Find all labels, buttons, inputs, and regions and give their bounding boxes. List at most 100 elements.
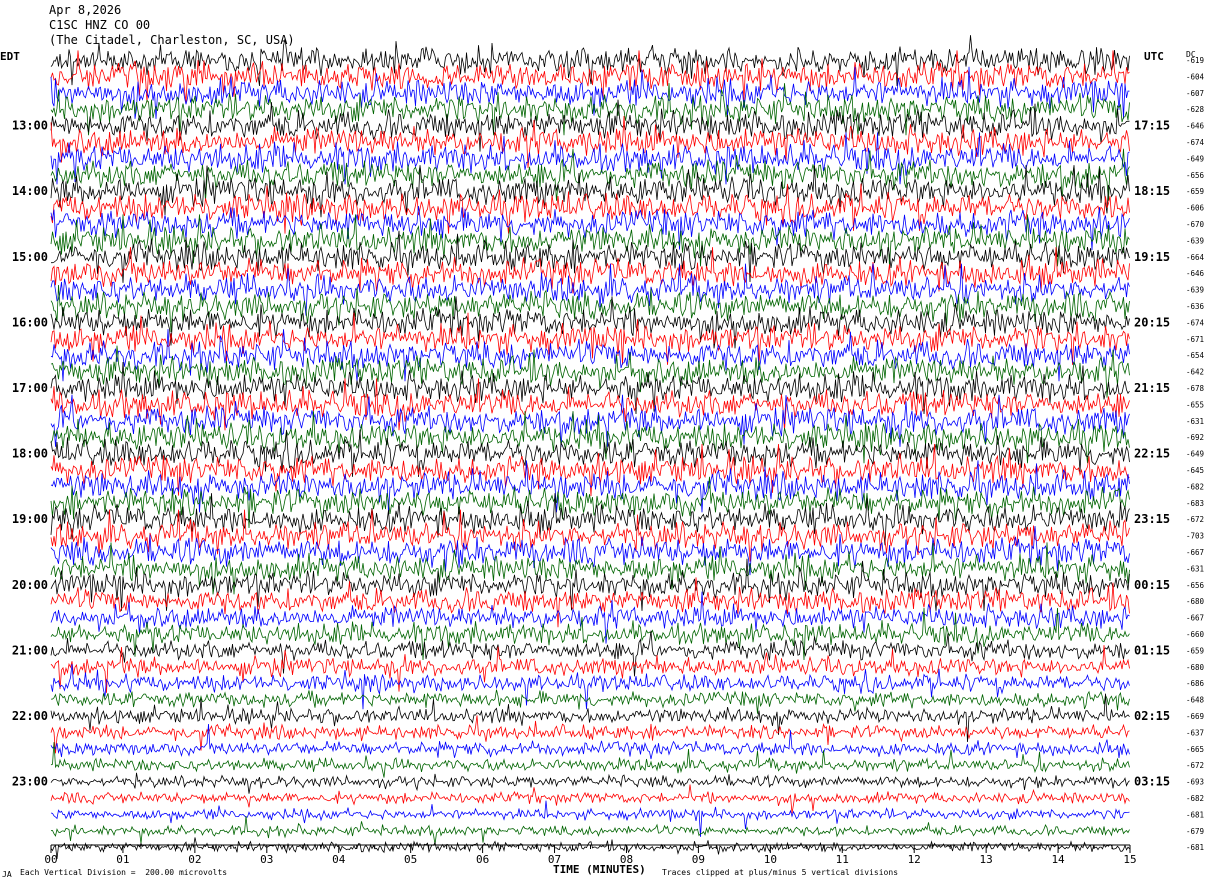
dc-offset-label: -619 xyxy=(1186,56,1204,65)
dc-offset-label: -680 xyxy=(1186,663,1205,672)
dc-offset-label: -637 xyxy=(1186,728,1204,737)
utc-hour-label: 19:15 xyxy=(1134,250,1170,264)
trace-row-12 xyxy=(51,230,1130,283)
date-label: Apr 8,2026 xyxy=(49,3,122,17)
station-label: (The Citadel, Charleston, SC, USA) xyxy=(49,33,295,47)
dc-offset-label: -659 xyxy=(1186,187,1204,196)
dc-offset-label: -674 xyxy=(1186,138,1205,147)
edt-hour-label: 23:00 xyxy=(12,775,48,789)
trace-row-39 xyxy=(51,689,1130,714)
dc-offset-label: -631 xyxy=(1186,417,1204,426)
trace-row-36 xyxy=(50,630,1130,677)
x-axis: 00 01 02 03 04 05 06 07 08 09 10 11 12 13 14 15 xyxy=(44,844,1137,866)
dc-offset-label: -645 xyxy=(1186,466,1204,475)
utc-hour-label: 23:15 xyxy=(1134,512,1170,526)
utc-hour-label: 01:15 xyxy=(1134,643,1170,657)
trace-row-29 xyxy=(50,509,1130,562)
dc-offset-label: -604 xyxy=(1186,72,1205,81)
trace-row-22 xyxy=(50,394,1130,447)
trace-row-40 xyxy=(50,693,1130,743)
dc-offset-label: -672 xyxy=(1186,515,1204,524)
edt-hour-label: 13:00 xyxy=(12,119,48,133)
dc-offset-label: -636 xyxy=(1186,302,1205,311)
dc-offset-label: -646 xyxy=(1186,122,1205,131)
x-axis-title: TIME (MINUTES) xyxy=(553,863,646,876)
dc-offset-label: -682 xyxy=(1186,794,1204,803)
utc-hour-label: 20:15 xyxy=(1134,315,1170,329)
trace-row-8 xyxy=(50,165,1130,218)
x-tick-label: 01 xyxy=(116,853,129,866)
dc-offset-label: -655 xyxy=(1186,400,1204,409)
edt-hour-label: 20:00 xyxy=(12,578,48,592)
dc-offset-label: -649 xyxy=(1186,450,1204,459)
trace-row-16 xyxy=(50,296,1130,349)
trace-row-19 xyxy=(50,345,1130,398)
scale-note: Each Vertical Division = 200.00 microvol… xyxy=(20,868,228,877)
channel-label: C1SC HNZ CO 00 xyxy=(49,18,151,32)
edt-hour-label: 18:00 xyxy=(12,447,48,461)
trace-row-20 xyxy=(50,361,1130,415)
dc-offset-label: -670 xyxy=(1186,220,1205,229)
edt-hour-label: 14:00 xyxy=(12,184,48,198)
trace-row-32 xyxy=(50,558,1130,611)
x-tick-label: 14 xyxy=(1051,853,1065,866)
dc-header: DC xyxy=(1186,50,1196,59)
trace-row-5 xyxy=(50,115,1130,169)
utc-hour-label: 02:15 xyxy=(1134,709,1170,723)
trace-row-25 xyxy=(50,443,1130,497)
edt-hour-label: 17:00 xyxy=(12,381,48,395)
trace-row-15 xyxy=(50,284,1130,333)
trace-row-9 xyxy=(50,183,1130,234)
edt-label: EDT xyxy=(0,50,20,63)
dc-offset-label: -674 xyxy=(1186,318,1205,327)
dc-offset-label: -665 xyxy=(1186,745,1204,754)
trace-row-4 xyxy=(50,99,1130,152)
trace-row-45 xyxy=(50,784,1130,814)
dc-offset-label: -656 xyxy=(1186,171,1205,180)
dc-offset-label: -667 xyxy=(1186,548,1204,557)
trace-row-6 xyxy=(50,132,1130,185)
trace-row-46 xyxy=(50,800,1130,837)
dc-offset-label: -667 xyxy=(1186,614,1204,623)
x-tick-label: 12 xyxy=(908,853,921,866)
dc-offset-label: -672 xyxy=(1186,761,1204,770)
clip-note: Traces clipped at plus/minus 5 vertical … xyxy=(662,868,899,877)
trace-row-42 xyxy=(50,723,1130,760)
utc-hour-label: 03:15 xyxy=(1134,775,1170,789)
dc-offset-label: -639 xyxy=(1186,236,1204,245)
x-tick-label: 09 xyxy=(692,853,705,866)
x-tick-label: 05 xyxy=(404,853,417,866)
utc-hour-label: 18:15 xyxy=(1134,184,1170,198)
trace-row-38 xyxy=(50,663,1130,710)
x-tick-label: 00 xyxy=(44,853,57,866)
trace-row-13 xyxy=(50,247,1130,294)
x-tick-label: 11 xyxy=(836,853,849,866)
trace-row-43 xyxy=(50,742,1130,778)
utc-hour-label: 22:15 xyxy=(1134,447,1170,461)
trace-row-2 xyxy=(50,66,1130,119)
trace-row-23 xyxy=(50,411,1130,464)
trace-row-17 xyxy=(50,312,1130,365)
dc-offset-label: -681 xyxy=(1186,843,1204,852)
dc-offset-label: -692 xyxy=(1186,433,1204,442)
edt-hour-label: 22:00 xyxy=(12,709,48,723)
trace-row-30 xyxy=(50,525,1130,576)
x-tick-label: 02 xyxy=(188,853,201,866)
trace-row-33 xyxy=(50,577,1130,628)
x-tick-label: 08 xyxy=(620,853,633,866)
trace-row-44 xyxy=(50,772,1130,794)
seismic-traces xyxy=(50,35,1130,859)
dc-offset-label: -664 xyxy=(1186,253,1205,262)
dc-offset-label: -628 xyxy=(1186,105,1205,114)
edt-hour-label: 19:00 xyxy=(12,512,48,526)
trace-row-3 xyxy=(50,83,1130,136)
x-tick-label: 15 xyxy=(1123,853,1136,866)
hour-labels: 13:00 17:15 14:00 18:15 15:00 19:15 16:00 20:15… xyxy=(8,119,1174,789)
trace-row-0 xyxy=(50,35,1130,87)
trace-row-37 xyxy=(50,645,1130,693)
trace-row-24 xyxy=(50,429,1130,477)
trace-row-21 xyxy=(50,378,1130,431)
trace-row-41 xyxy=(50,715,1130,754)
trace-row-11 xyxy=(50,214,1130,267)
